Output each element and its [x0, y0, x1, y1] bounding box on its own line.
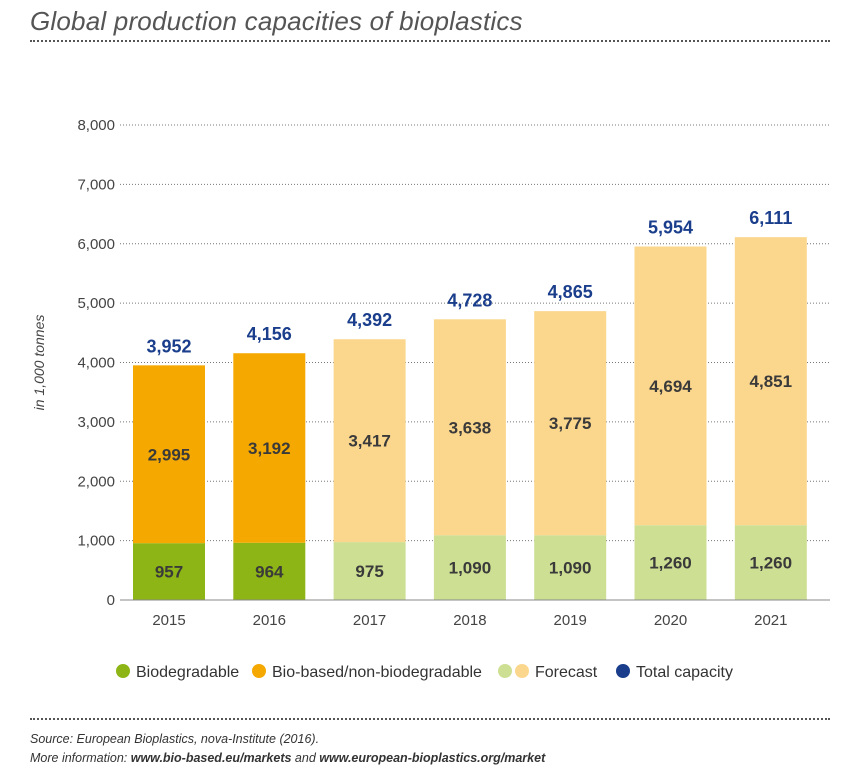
data-label-biodegradable: 1,090 — [549, 559, 592, 578]
data-label-biobased: 4,694 — [649, 377, 692, 396]
y-tick-label: 7,000 — [77, 176, 115, 193]
data-label-biobased: 4,851 — [750, 372, 793, 391]
x-tick-label: 2017 — [353, 612, 386, 629]
data-label-biodegradable: 1,260 — [649, 554, 692, 573]
y-tick-label: 6,000 — [77, 236, 115, 253]
bar-biobased — [133, 365, 205, 544]
data-label-total: 4,865 — [548, 282, 593, 302]
bar-biodegradable — [133, 543, 205, 600]
data-label-biodegradable: 1,260 — [750, 554, 793, 573]
data-label-biodegradable: 964 — [255, 562, 284, 581]
y-tick-label: 2,000 — [77, 473, 115, 490]
data-label-biodegradable: 957 — [155, 563, 183, 582]
bar-biodegradable — [534, 535, 607, 600]
data-label-total: 6,111 — [749, 208, 792, 228]
y-axis-title: in 1,000 tonnes — [31, 315, 47, 411]
y-tick-label: 5,000 — [77, 295, 115, 312]
y-tick-label: 1,000 — [77, 533, 115, 550]
bar-biobased — [634, 246, 707, 526]
bar-biodegradable — [233, 542, 306, 600]
x-tick-label: 2018 — [453, 612, 486, 629]
bar-biobased — [534, 311, 607, 536]
bar-biodegradable — [734, 525, 807, 600]
bar-chart: 0 1,000 2,000 3,000 4,000 5,000 6,000 7,000 8,00… — [31, 117, 830, 681]
source-note: Source: European Bioplastics, nova-Insti… — [30, 732, 320, 746]
legend-marker — [498, 664, 512, 678]
data-label-biobased: 3,192 — [248, 439, 291, 458]
title-divider — [30, 40, 830, 42]
y-tick-label: 4,000 — [77, 355, 115, 372]
y-tick-label: 3,000 — [77, 414, 115, 431]
link-european-bioplastics[interactable]: www.european-bioplastics.org/market — [319, 751, 546, 765]
legend-label: Biodegradable — [136, 664, 239, 681]
more-info-prefix: More information: — [30, 751, 131, 765]
more-information: More information: www.bio-based.eu/marke… — [30, 751, 545, 765]
x-tick-label: 2019 — [554, 612, 587, 629]
more-info-mid: and — [291, 751, 320, 765]
legend-marker — [616, 664, 630, 678]
x-tick-label: 2020 — [654, 612, 687, 629]
data-label-total: 3,952 — [146, 336, 191, 356]
x-tick-label: 2016 — [253, 612, 286, 629]
bar-biodegradable — [433, 535, 506, 600]
bar-biobased — [333, 339, 406, 543]
bar-biobased — [734, 237, 807, 526]
data-label-biodegradable: 1,090 — [449, 559, 492, 578]
legend-label: Forecast — [535, 664, 598, 681]
x-tick-label: 2021 — [754, 612, 787, 629]
footer-divider — [30, 718, 830, 720]
data-label-total: 4,156 — [247, 324, 292, 344]
legend-label: Bio-based/non-biodegradable — [272, 664, 482, 681]
data-label-total: 5,954 — [648, 217, 693, 237]
bar-biodegradable — [333, 542, 406, 600]
bar-biobased — [433, 319, 506, 536]
x-tick-label: 2015 — [152, 612, 185, 629]
data-label-biobased: 3,417 — [348, 432, 391, 451]
data-label-biobased: 2,995 — [148, 445, 191, 464]
y-tick-label: 8,000 — [77, 117, 115, 134]
chart-title: Global production capacities of bioplast… — [30, 6, 523, 36]
data-label-total: 4,392 — [347, 310, 392, 330]
data-label-biodegradable: 975 — [355, 562, 383, 581]
y-tick-label: 0 — [107, 592, 115, 609]
bar-biobased — [233, 353, 306, 543]
link-bio-based[interactable]: www.bio-based.eu/markets — [130, 751, 292, 765]
data-label-biobased: 3,638 — [449, 418, 492, 437]
data-label-total: 4,728 — [447, 290, 492, 310]
legend-marker — [116, 664, 130, 678]
legend-marker — [515, 664, 529, 678]
legend-marker — [252, 664, 266, 678]
data-label-biobased: 3,775 — [549, 414, 592, 433]
bar-biodegradable — [634, 525, 707, 600]
legend-label: Total capacity — [636, 664, 733, 681]
